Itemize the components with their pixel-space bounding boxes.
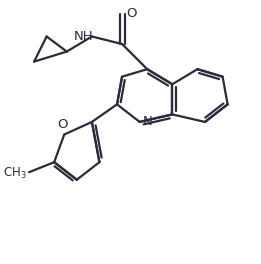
Text: NH: NH [74,30,93,43]
Text: CH$_3$: CH$_3$ [3,166,27,181]
Text: N: N [143,115,152,129]
Text: O: O [58,118,68,131]
Text: O: O [126,7,136,20]
